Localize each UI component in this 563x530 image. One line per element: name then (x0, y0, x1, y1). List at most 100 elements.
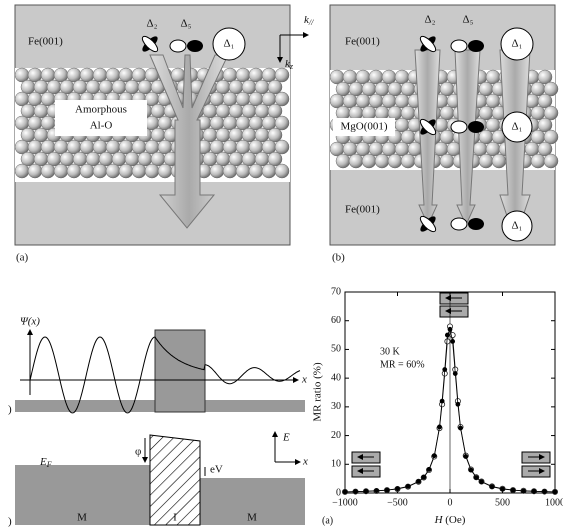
data-point (459, 426, 463, 430)
panel-label: (b) (332, 252, 345, 264)
axis-label: x (302, 456, 308, 468)
atom (275, 116, 289, 130)
atom (223, 164, 237, 178)
layer-label: Fe(001) (345, 36, 380, 48)
atom (275, 92, 289, 106)
atom (349, 154, 363, 168)
orbital (451, 218, 467, 230)
x-tick-label: −500 (387, 497, 408, 508)
x-axis-title: H (Oe) (434, 514, 466, 526)
atom (145, 164, 159, 178)
atom (15, 164, 29, 178)
state-label: Δ₅ (181, 18, 192, 30)
data-point (448, 327, 452, 331)
data-point (453, 372, 457, 376)
y-tick-label: 20 (331, 430, 341, 441)
region-label: I (173, 512, 177, 524)
mr-chart: MR ratio (%) H (Oe) 30 K MR = 60% (a) 0 1… (312, 286, 563, 526)
atom (93, 164, 107, 178)
axis-label: x (301, 374, 307, 386)
data-point (354, 490, 358, 494)
atom (158, 164, 172, 178)
data-point (343, 490, 347, 494)
state-label: Δ₁ (512, 38, 523, 50)
y-tick-label: 60 (331, 315, 341, 326)
x-tick-label: 500 (495, 497, 510, 508)
y-tick-label: 50 (331, 344, 341, 355)
atom (375, 154, 389, 168)
data-point (522, 489, 526, 493)
region-label: M (247, 512, 257, 524)
data-point (406, 484, 410, 488)
data-point (364, 489, 368, 493)
data-point (422, 475, 426, 479)
data-point (474, 475, 478, 479)
orbital (468, 121, 484, 133)
data-point (443, 368, 447, 372)
panel-label: (a) (322, 515, 333, 526)
barrier-height: φ (135, 446, 141, 458)
data-point (440, 399, 444, 403)
atom (388, 154, 402, 168)
x-tick-label: 0 (448, 497, 453, 508)
state-label: Δ₁ (224, 38, 235, 50)
data-point (456, 402, 460, 406)
state-label: Δ₁ (512, 121, 523, 133)
atom (106, 164, 120, 178)
data-point (417, 480, 421, 484)
fermi-label: EF (39, 456, 52, 469)
data-point (480, 480, 484, 484)
axis-label: E (282, 432, 290, 444)
barrier-label: MgO(001) (340, 121, 387, 133)
data-point (511, 488, 515, 492)
y-tick-label: 40 (331, 372, 341, 383)
y-tick-label: 30 (331, 401, 341, 412)
atom (401, 154, 415, 168)
atom (41, 164, 55, 178)
figure: Amorphous Al-O Fe(001) (a) Δ₂ Δ₅ Δ₁ MgO(… (0, 0, 563, 530)
data-point (385, 488, 389, 492)
atom (440, 154, 454, 168)
data-point (438, 425, 442, 429)
atom (132, 164, 146, 178)
atom (119, 164, 133, 178)
atom (479, 154, 493, 168)
orbital (170, 40, 186, 52)
atom (67, 164, 81, 178)
atom (54, 164, 68, 178)
orbital (468, 218, 484, 230)
y-tick-label: 10 (331, 459, 341, 470)
atom (275, 140, 289, 154)
orbital (451, 40, 467, 52)
data-point (451, 339, 455, 343)
atom (249, 164, 263, 178)
axis-label-sub: z (289, 62, 294, 71)
annotation: MR = 60% (380, 359, 425, 370)
x-tick-label: 1000 (545, 497, 563, 508)
atom (544, 154, 558, 168)
state-label: Δ₁ (512, 220, 523, 232)
panel-label: (a) (16, 252, 29, 264)
fermi-label-sub: F (46, 460, 52, 469)
atom (262, 164, 276, 178)
orbital (468, 40, 484, 52)
region-label: M (77, 512, 87, 524)
orbital (451, 121, 467, 133)
data-point (553, 490, 557, 494)
atom (362, 154, 376, 168)
layer-label: Fe(001) (345, 204, 380, 216)
annotation: 30 K (380, 346, 401, 357)
axis-label: Ψ(x) (20, 316, 40, 328)
state-label: Δ₂ (147, 18, 158, 30)
atom (275, 68, 289, 82)
data-point (432, 454, 436, 458)
layer-label: Fe(001) (28, 36, 63, 48)
barrier (155, 330, 205, 412)
barrier-label: Amorphous (75, 104, 127, 116)
state-label: Δ₅ (463, 14, 474, 26)
axis-label-sub: // (308, 18, 314, 27)
data-point (396, 487, 400, 491)
y-axis-title: MR ratio (%) (312, 362, 324, 422)
y-tick-label: 70 (331, 286, 341, 297)
atom (275, 164, 289, 178)
